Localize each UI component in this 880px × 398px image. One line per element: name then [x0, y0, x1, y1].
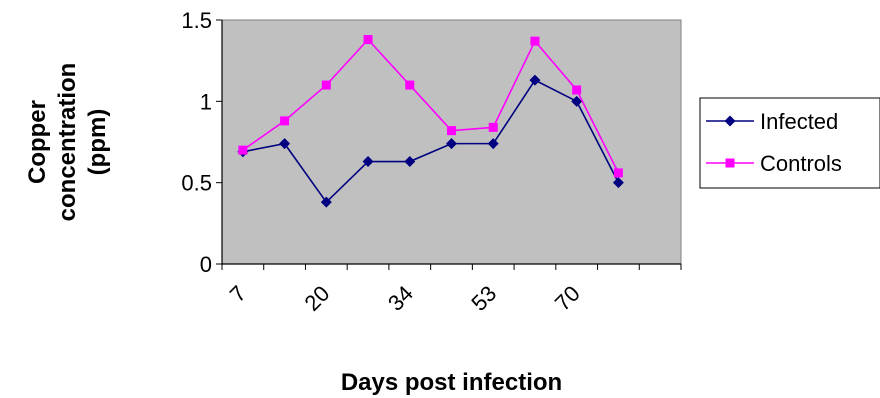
y-tick-label: 0.5	[181, 171, 212, 196]
y-axis-ticks: 0 0.5 1 1.5	[181, 8, 222, 277]
data-point-infected	[404, 156, 416, 168]
data-point-controls	[280, 116, 290, 126]
data-point-infected	[612, 177, 624, 189]
data-point-infected	[446, 138, 457, 150]
x-tick-label: 53	[466, 281, 501, 316]
data-point-controls	[488, 122, 498, 132]
legend-marker	[724, 115, 736, 127]
data-point-controls	[321, 80, 331, 90]
x-tick-label: 34	[383, 281, 418, 316]
y-tick-label: 0	[200, 252, 212, 277]
data-point-infected	[320, 196, 332, 208]
legend-marker	[725, 158, 735, 168]
data-point-controls	[363, 35, 373, 45]
legend-box	[699, 97, 880, 189]
legend-label: Controls	[760, 151, 842, 176]
x-axis-ticks: 7 20 34 53 70	[221, 264, 682, 316]
data-point-infected	[279, 138, 291, 150]
y-axis-title-line: concentration	[54, 63, 81, 222]
x-tick-label: 7	[225, 281, 251, 307]
x-axis-title: Days post infection	[341, 369, 562, 396]
legend-item-controls: Controls	[706, 151, 842, 176]
series-line-infected	[242, 79, 620, 204]
data-point-infected	[529, 74, 541, 86]
data-point-controls	[447, 126, 456, 136]
legend: Infected Controls	[699, 97, 880, 189]
y-tick-label: 1.5	[181, 8, 212, 33]
series-controls	[238, 35, 623, 178]
data-point-controls	[572, 85, 582, 95]
data-point-infected	[487, 138, 499, 150]
series-layer	[237, 35, 624, 208]
data-point-controls	[238, 145, 248, 155]
series-line-controls	[242, 38, 620, 174]
y-axis-title-line: (ppm)	[84, 109, 111, 176]
x-tick-label: 70	[550, 281, 585, 316]
legend-item-infected: Infected	[706, 109, 838, 134]
x-tick-label: 20	[299, 281, 334, 316]
data-point-controls	[613, 168, 623, 178]
data-point-controls	[530, 36, 540, 46]
y-axis-title: Copper concentration (ppm)	[24, 63, 111, 222]
data-point-infected	[571, 95, 583, 107]
axes	[221, 20, 681, 265]
y-axis-title-line: Copper	[24, 100, 51, 184]
legend-label: Infected	[760, 109, 838, 134]
data-point-controls	[405, 80, 415, 90]
y-tick-label: 1	[200, 89, 212, 114]
data-point-infected	[362, 156, 374, 168]
